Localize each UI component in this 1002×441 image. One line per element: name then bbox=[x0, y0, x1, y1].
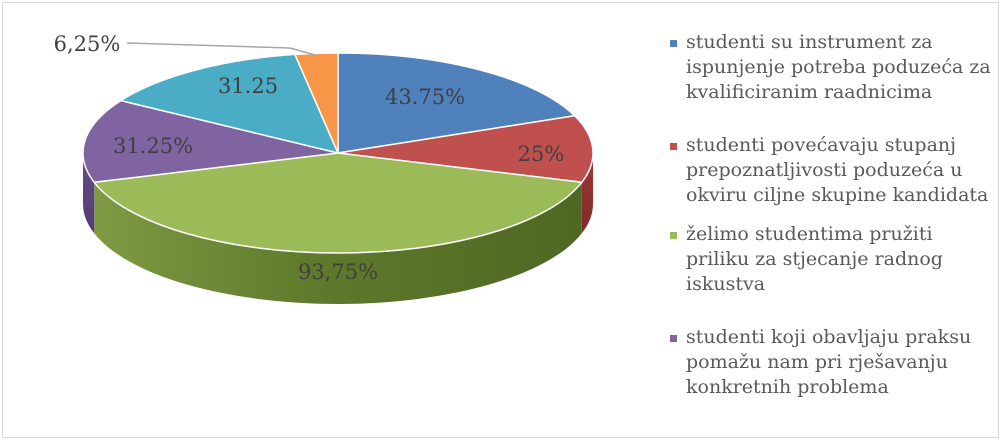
slice-label: 25% bbox=[518, 142, 565, 166]
legend-label: studenti su instrument za ispunjenje pot… bbox=[686, 31, 991, 103]
slice-label: 31.25% bbox=[113, 134, 193, 158]
legend-item: želimo studentima pružiti priliku za stj… bbox=[664, 222, 994, 325]
pie-slice bbox=[93, 152, 583, 254]
legend-swatch bbox=[670, 232, 677, 239]
pie-slice bbox=[337, 52, 576, 154]
pie-slice bbox=[120, 53, 339, 154]
pie-side bbox=[94, 182, 582, 304]
legend-label: studenti koji obavljaju praksu pomažu na… bbox=[686, 326, 972, 398]
pie-side bbox=[581, 153, 593, 234]
slice-label: 31.25 bbox=[218, 74, 278, 98]
leader-line bbox=[126, 42, 317, 57]
legend-swatch bbox=[670, 143, 677, 150]
pie-slice bbox=[82, 99, 339, 184]
pie-slice bbox=[294, 52, 339, 154]
legend-swatch bbox=[670, 335, 677, 342]
legend-swatch bbox=[670, 40, 677, 47]
slice-label: 43.75% bbox=[385, 85, 465, 109]
legend-item: studenti koji obavljaju praksu pomažu na… bbox=[664, 325, 994, 428]
legend: studenti su instrument za ispunjenje pot… bbox=[664, 30, 994, 428]
legend-label: studenti povećavaju stupanj prepoznatlji… bbox=[686, 134, 989, 206]
legend-label: želimo studentima pružiti priliku za stj… bbox=[686, 223, 943, 295]
slice-label: 93,75% bbox=[298, 260, 378, 284]
slice-label: 6,25% bbox=[54, 32, 121, 56]
legend-item: studenti su instrument za ispunjenje pot… bbox=[664, 30, 994, 133]
pie-slice bbox=[337, 114, 594, 184]
legend-item: studenti povećavaju stupanj prepoznatlji… bbox=[664, 133, 994, 236]
pie-side bbox=[83, 153, 95, 234]
